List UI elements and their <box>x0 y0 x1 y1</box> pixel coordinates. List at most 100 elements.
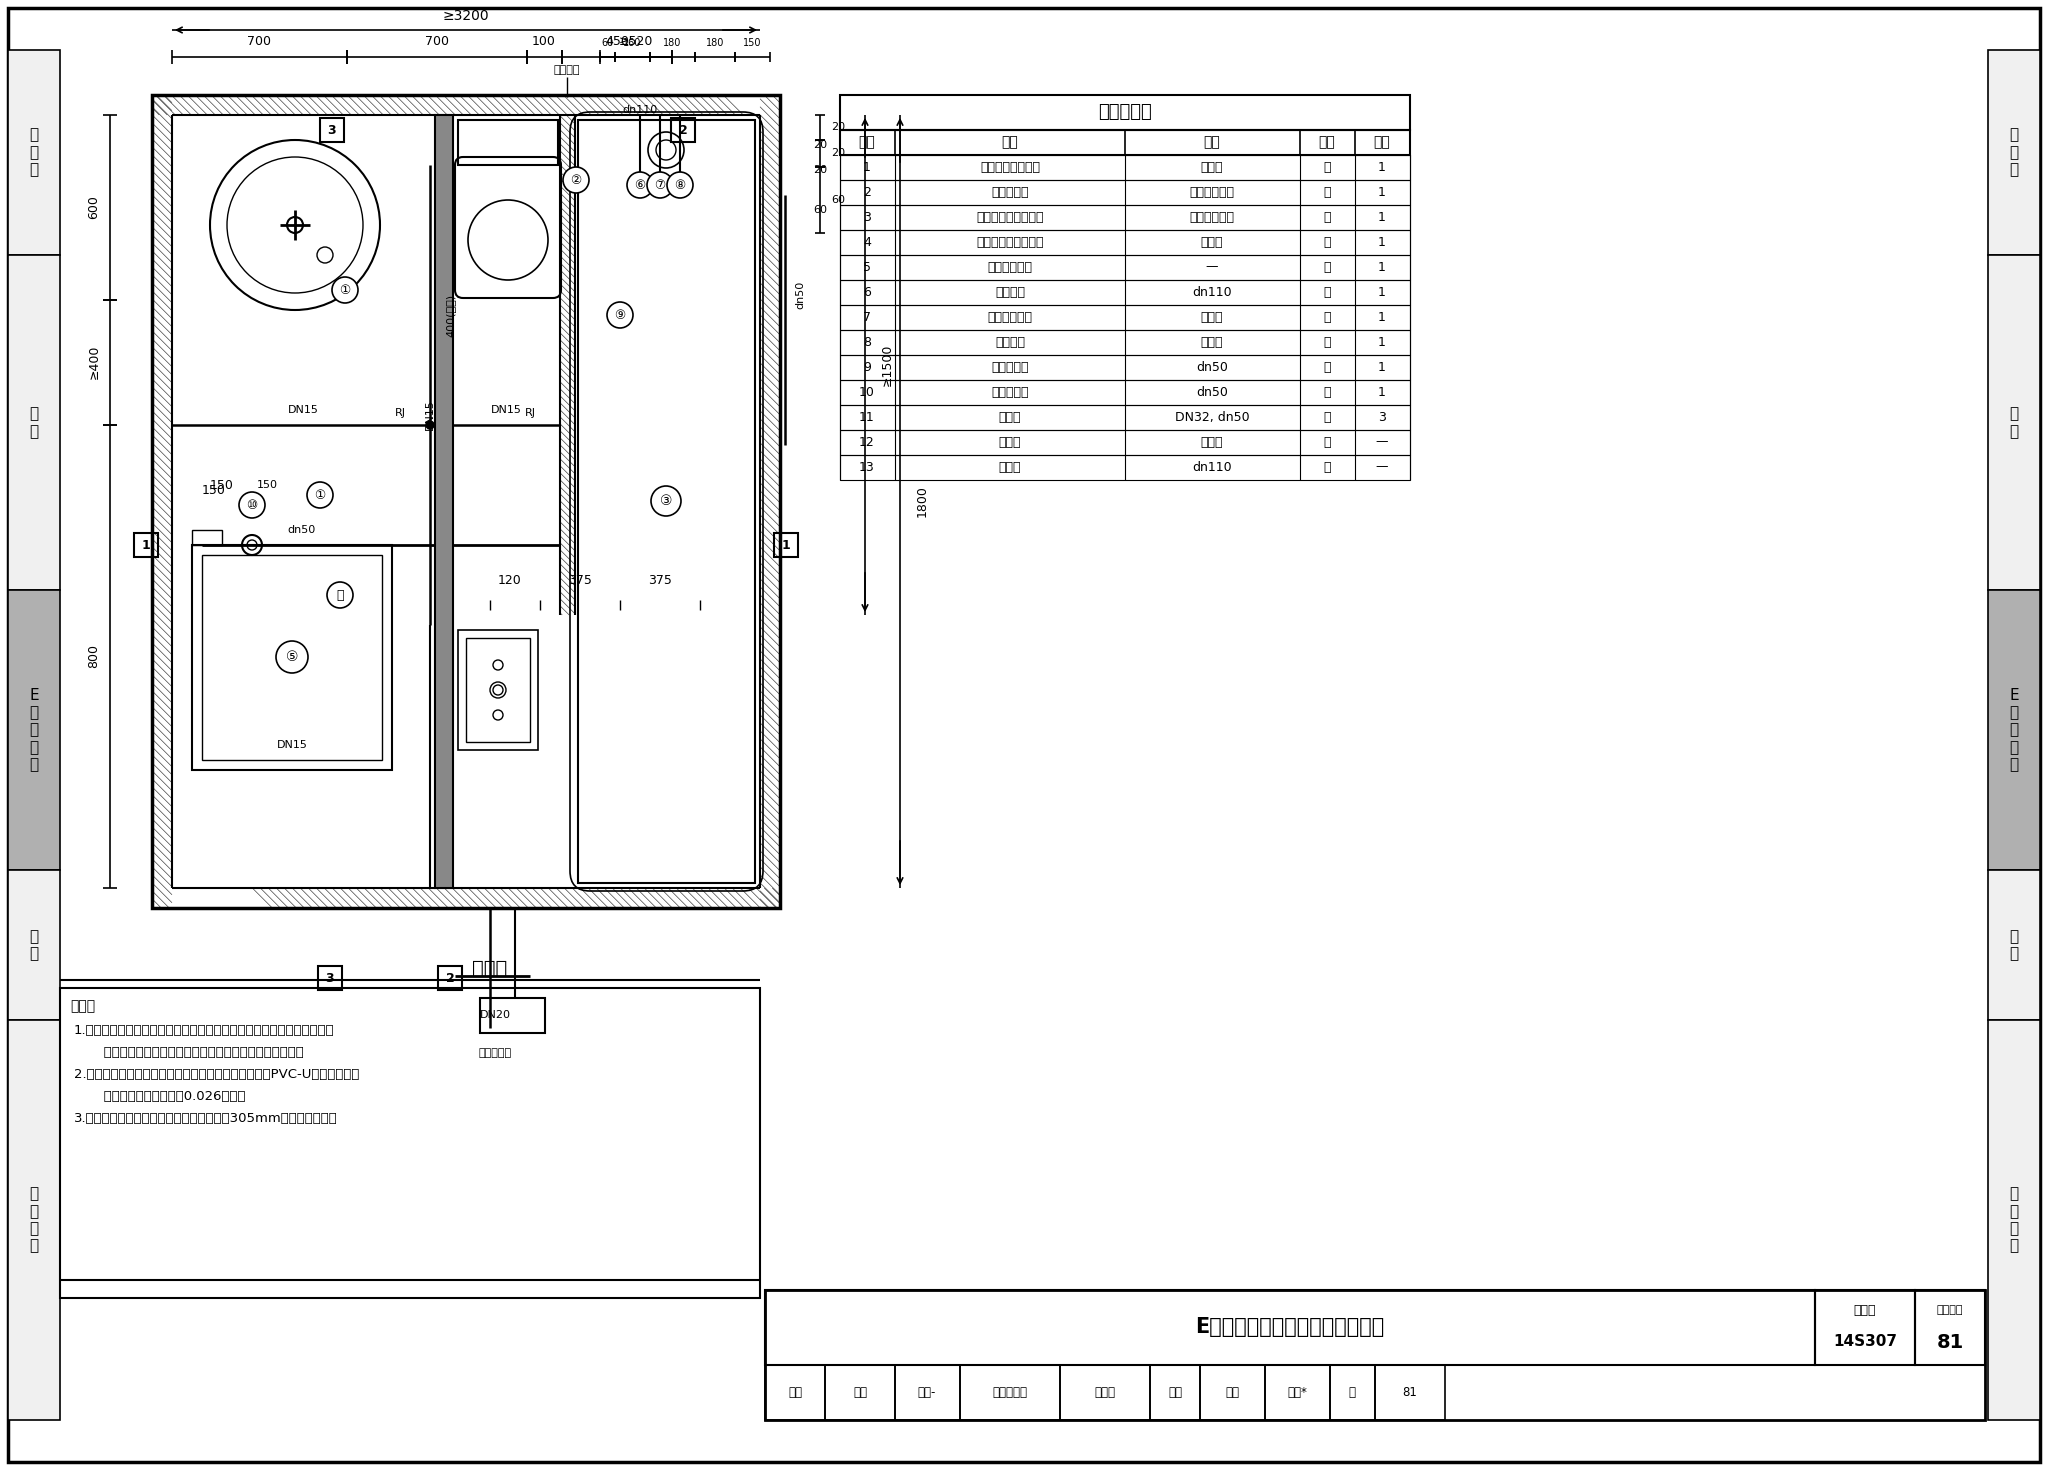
Text: 万水*: 万水* <box>1286 1386 1307 1398</box>
Text: 3: 3 <box>328 123 336 137</box>
Text: 2.　本图排水设计为污废水分流系统，按硬聚氯乙烯（PVC-U）排水管及配: 2. 本图排水设计为污废水分流系统，按硬聚氯乙烯（PVC-U）排水管及配 <box>74 1067 358 1080</box>
Text: 4: 4 <box>862 235 870 248</box>
Text: —: — <box>1376 435 1389 448</box>
Text: 6: 6 <box>862 285 870 298</box>
Text: 1: 1 <box>1378 210 1386 223</box>
Text: 张森: 张森 <box>854 1386 866 1398</box>
Text: 审核: 审核 <box>788 1386 803 1398</box>
Text: 180: 180 <box>664 38 682 49</box>
Bar <box>840 304 1409 329</box>
Text: 沈文华: 沈文华 <box>1094 1386 1116 1398</box>
Text: 1: 1 <box>1378 185 1386 198</box>
Bar <box>672 118 694 143</box>
Text: 120: 120 <box>498 573 522 587</box>
Text: —: — <box>1376 460 1389 473</box>
Bar <box>1989 254 2040 589</box>
Text: ①: ① <box>315 488 326 501</box>
Text: ⑨: ⑨ <box>614 309 625 322</box>
Text: ②: ② <box>571 173 582 187</box>
Text: 2: 2 <box>446 972 455 985</box>
Text: 阻火圈: 阻火圈 <box>999 460 1022 473</box>
Text: 3: 3 <box>862 210 870 223</box>
Text: ③: ③ <box>659 494 672 509</box>
Text: 1: 1 <box>1378 260 1386 273</box>
Bar <box>840 254 1409 279</box>
Bar <box>317 966 342 989</box>
Circle shape <box>332 276 358 303</box>
Bar <box>8 1020 59 1420</box>
Bar <box>8 50 59 254</box>
Bar <box>133 534 158 557</box>
Text: 地坐装饰面层以下的水泥沙浆结合层内时，用虚线表示。: 地坐装饰面层以下的水泥沙浆结合层内时，用虚线表示。 <box>74 1045 303 1058</box>
Text: 1800: 1800 <box>915 485 928 517</box>
Text: 污水立管: 污水立管 <box>995 285 1024 298</box>
Text: 20: 20 <box>831 148 846 157</box>
Bar <box>840 406 1409 431</box>
Text: 1: 1 <box>1378 360 1386 373</box>
Text: 套: 套 <box>1323 260 1331 273</box>
Bar <box>840 431 1409 456</box>
Text: ⑦: ⑦ <box>655 178 666 191</box>
Text: 阳
台: 阳 台 <box>29 929 39 961</box>
Bar <box>1815 1291 1915 1366</box>
Text: DN15: DN15 <box>287 406 317 415</box>
Bar <box>434 115 453 888</box>
Text: 根: 根 <box>1323 310 1331 323</box>
Text: 13: 13 <box>858 460 874 473</box>
Text: 废水立管: 废水立管 <box>995 335 1024 348</box>
Text: ①: ① <box>340 284 350 297</box>
Text: 轻质隔墙: 轻质隔墙 <box>553 65 580 75</box>
Text: 单位: 单位 <box>1319 135 1335 148</box>
Bar <box>840 229 1409 254</box>
Text: 12: 12 <box>858 435 874 448</box>
Bar <box>459 121 557 165</box>
Text: 根: 根 <box>1323 335 1331 348</box>
Text: 60: 60 <box>831 196 846 204</box>
Text: 150: 150 <box>203 484 225 497</box>
Bar <box>1989 589 2040 870</box>
Bar <box>1151 1366 1200 1420</box>
Bar <box>8 254 59 589</box>
Text: 单柄混合水龙头盆: 单柄混合水龙头盆 <box>981 160 1040 173</box>
Bar <box>840 354 1409 381</box>
Text: 1: 1 <box>782 538 791 551</box>
Text: 20: 20 <box>813 140 827 150</box>
Text: 节
点
详
图: 节 点 详 图 <box>29 1186 39 1254</box>
Bar <box>895 1366 961 1420</box>
Bar <box>825 1366 895 1420</box>
Circle shape <box>240 492 264 517</box>
Text: 1: 1 <box>1378 235 1386 248</box>
Text: 主要设备表: 主要设备表 <box>1098 103 1151 121</box>
Text: 100: 100 <box>532 34 555 47</box>
Bar <box>1200 1366 1266 1420</box>
Text: ⑤: ⑤ <box>287 650 299 664</box>
Text: 11: 11 <box>858 410 874 423</box>
Text: 3: 3 <box>326 972 334 985</box>
Text: ≥3200: ≥3200 <box>442 9 489 24</box>
Bar <box>459 631 539 750</box>
Text: ⑪: ⑪ <box>336 588 344 601</box>
Text: 14S307: 14S307 <box>1833 1335 1896 1349</box>
Text: dn50: dn50 <box>1196 385 1229 398</box>
Bar <box>840 154 1409 179</box>
Text: 坐式大便器: 坐式大便器 <box>991 185 1028 198</box>
Text: 20: 20 <box>813 165 827 175</box>
Text: 专用通气立管: 专用通气立管 <box>987 310 1032 323</box>
Circle shape <box>307 482 334 509</box>
Text: 节点详图: 节点详图 <box>1937 1305 1964 1316</box>
Text: DN15: DN15 <box>492 406 522 415</box>
Bar <box>59 988 760 1298</box>
Text: 按设计: 按设计 <box>1200 310 1223 323</box>
Bar <box>479 998 545 1033</box>
Text: 150: 150 <box>743 38 762 49</box>
Text: 嵌挂储水式电热水器: 嵌挂储水式电热水器 <box>977 235 1044 248</box>
Text: 总
说
明: 总 说 明 <box>29 128 39 178</box>
Bar <box>578 121 756 883</box>
Text: 存水弯: 存水弯 <box>999 410 1022 423</box>
Text: 接自冷水表: 接自冷水表 <box>479 1048 512 1058</box>
Text: 450: 450 <box>604 34 629 47</box>
Text: 厨
房: 厨 房 <box>2009 406 2019 438</box>
Bar <box>8 870 59 1020</box>
Circle shape <box>328 582 352 609</box>
Circle shape <box>651 487 682 516</box>
